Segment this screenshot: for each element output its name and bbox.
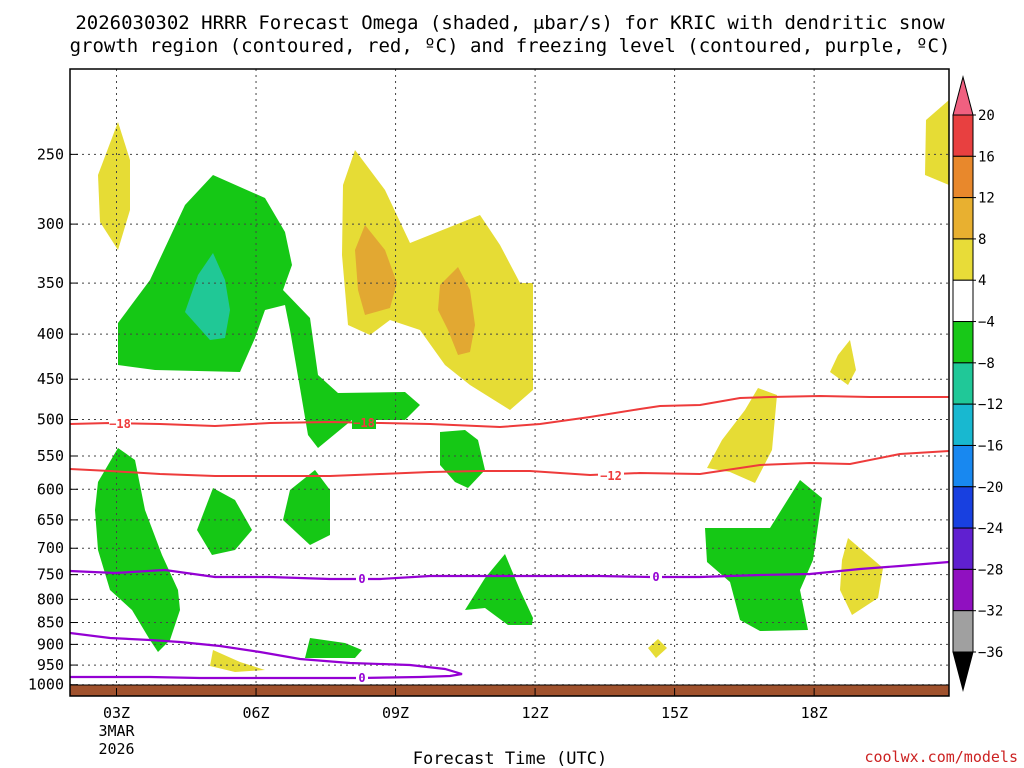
colorbar: 20 16 12 8 4 −4 −8 −12 −16 −20 −24 −28 −32 −36 [952, 75, 1003, 692]
y-tick-label: 450 [37, 370, 64, 388]
freezing-level-contours [70, 560, 949, 680]
x-tick-label: 06Z [242, 704, 269, 722]
x-tick-label: 12Z [522, 704, 549, 722]
y-tick-label: 1000 [28, 676, 64, 694]
colorbar-label: 8 [978, 232, 986, 248]
colorbar-label: 16 [978, 149, 995, 165]
colorbar-segment [952, 321, 974, 364]
colorbar-segment [952, 279, 974, 323]
ground-strip [70, 685, 949, 696]
colorbar-segment [952, 362, 974, 405]
chart-title-line-1: 2026030302 HRRR Forecast Omega (shaded, … [75, 12, 945, 34]
colorbar-label: −20 [978, 480, 1003, 496]
contour-label-minus-12: −12 [600, 469, 622, 483]
colorbar-segment [952, 527, 974, 570]
y-tick-label: 550 [37, 447, 64, 465]
red-contour-minus-18 [70, 394, 949, 429]
y-tick-label: 250 [37, 145, 64, 163]
red-contour-minus-12 [70, 450, 949, 477]
y-tick-label: 350 [37, 274, 64, 292]
plot-frame [69, 68, 950, 697]
omega-negative-region [305, 638, 362, 658]
omega-positive-region [925, 100, 949, 185]
colorbar-label: 12 [978, 191, 995, 207]
omega-positive-region [342, 150, 533, 410]
contour-label-minus-18-a: −18 [109, 417, 131, 431]
omega-negative-region [465, 554, 533, 625]
colorbar-segment [952, 114, 974, 157]
y-tick-label: 850 [37, 614, 64, 632]
plot-area: −18 −18 −12 0 0 0 [70, 69, 949, 696]
omega-negative-region [705, 480, 822, 631]
colorbar-segment [952, 568, 974, 612]
x-tick-label: 15Z [661, 704, 688, 722]
omega-positive-region [840, 538, 883, 615]
omega-negative-region [440, 430, 485, 488]
y-tick-label: 400 [37, 325, 64, 343]
x-tick-sublabel-year: 2026 [98, 740, 134, 758]
x-axis-title: Forecast Time (UTC) [413, 749, 607, 768]
colorbar-segment [952, 155, 974, 199]
contour-label-zero-c: 0 [358, 671, 365, 685]
y-tick-label: 950 [37, 656, 64, 674]
colorbar-segment [952, 610, 974, 653]
colorbar-segment [952, 486, 974, 529]
omega-negative-region [95, 448, 180, 652]
x-tick-label: 18Z [801, 704, 828, 722]
colorbar-segment [952, 238, 974, 281]
y-tick-label: 700 [37, 539, 64, 557]
x-tick-sublabel-date: 3MAR [98, 722, 135, 740]
y-tick-label: 650 [37, 511, 64, 529]
y-tick-label: 900 [37, 635, 64, 653]
colorbar-label: −36 [978, 645, 1003, 661]
omega-negative-region-strong [185, 253, 230, 340]
omega-positive-region-strong [355, 225, 397, 315]
colorbar-max-arrow [952, 75, 974, 116]
y-tick-label: 300 [37, 215, 64, 233]
colorbar-label: 20 [978, 108, 995, 124]
contour-label-minus-18-b: −18 [353, 416, 375, 430]
contour-label-zero-a: 0 [358, 572, 365, 586]
omega-negative-region [118, 175, 420, 448]
colorbar-segment [952, 444, 974, 488]
omega-negative-region [197, 488, 252, 555]
omega-negative-region [283, 470, 330, 545]
colorbar-segment [952, 403, 974, 446]
purple-contour-0-upper [70, 560, 949, 581]
chart-title-line-2: growth region (contoured, red, ºC) and f… [70, 35, 951, 57]
x-tick-label: 03Z [103, 704, 130, 722]
contour-labels: −18 −18 −12 0 0 0 [109, 415, 662, 685]
colorbar-label: −12 [978, 397, 1003, 413]
colorbar-label: −8 [978, 356, 995, 372]
contour-label-zero-b: 0 [652, 570, 659, 584]
omega-positive-region [210, 650, 265, 672]
colorbar-min-arrow [952, 651, 974, 692]
omega-positive-region-strong [438, 267, 475, 355]
y-tick-label: 600 [37, 480, 64, 498]
colorbar-segment [952, 197, 974, 240]
omega-positive-region [830, 340, 856, 385]
omega-positive-region [648, 639, 667, 658]
y-tick-label: 800 [37, 590, 64, 608]
purple-contour-0-lower [70, 631, 463, 680]
colorbar-label: −28 [978, 562, 1003, 578]
colorbar-label: −32 [978, 604, 1003, 620]
omega-positive-region [707, 388, 777, 483]
y-tick-label: 500 [37, 411, 64, 429]
colorbar-label: −16 [978, 438, 1003, 454]
dendritic-contours [70, 394, 949, 477]
colorbar-label: 4 [978, 273, 986, 289]
y-axis: 250 300 350 400 450 500 550 600 650 700 750 800 850 9… [28, 145, 78, 694]
colorbar-label: −4 [978, 315, 995, 331]
y-tick-label: 750 [37, 566, 64, 584]
x-tick-label: 09Z [382, 704, 409, 722]
colorbar-label: −24 [978, 521, 1003, 537]
omega-shading [95, 100, 949, 672]
credit-text: coolwx.com/models [864, 748, 1018, 766]
